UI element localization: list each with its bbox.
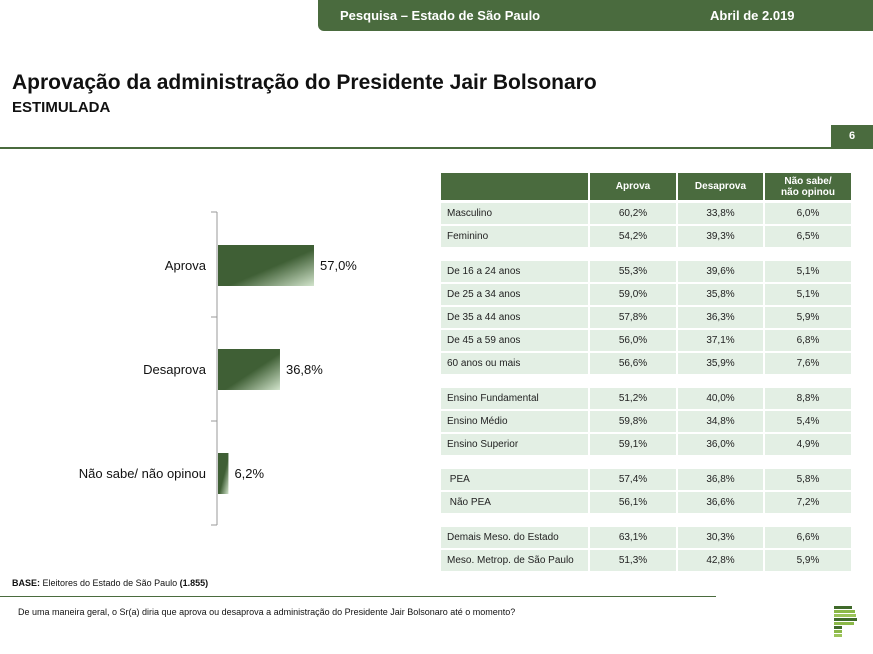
table-cell: 5,9% xyxy=(765,550,851,571)
table-cell: 5,1% xyxy=(765,284,851,305)
data-label: 36,8% xyxy=(286,362,323,377)
page-subtitle: ESTIMULADA xyxy=(12,99,111,116)
data-label: 57,0% xyxy=(320,258,357,273)
page-title: Aprovação da administração do Presidente… xyxy=(12,71,597,94)
column-header: Desaprova xyxy=(678,173,763,200)
table-cell: 6,6% xyxy=(765,527,851,548)
header-bar: Pesquisa – Estado de São Paulo Abril de … xyxy=(318,0,873,31)
approval-chart: Aprova 57,0% Desaprova 36,8% Não sabe/ não o… xyxy=(79,211,357,526)
category-label: Não sabe/ não opinou xyxy=(79,466,206,481)
base-note: BASE: Eleitores do Estado de São Paulo (… xyxy=(12,578,208,588)
table-cell: 30,3% xyxy=(678,527,763,548)
row-label: Ensino Médio xyxy=(441,411,588,432)
table-cell: 37,1% xyxy=(678,330,763,351)
row-label: Ensino Fundamental xyxy=(441,388,588,409)
row-label: Demais Meso. do Estado xyxy=(441,527,588,548)
table-cell: 6,0% xyxy=(765,203,851,224)
table-cell: 7,2% xyxy=(765,492,851,513)
bar xyxy=(218,453,229,494)
row-label: De 45 a 59 anos xyxy=(441,330,588,351)
table-cell: 39,6% xyxy=(678,261,763,282)
table-cell: 59,8% xyxy=(590,411,676,432)
row-label: Meso. Metrop. de São Paulo xyxy=(441,550,588,571)
table-cell: 42,8% xyxy=(678,550,763,571)
survey-label: Pesquisa – Estado de São Paulo xyxy=(340,8,541,23)
table-cell: 5,9% xyxy=(765,307,851,328)
base-label: BASE: xyxy=(12,578,41,588)
base-text: Eleitores do Estado de São Paulo xyxy=(40,578,180,588)
page-number: 6 xyxy=(831,125,873,147)
table-cell: 34,8% xyxy=(678,411,763,432)
table-cell: 36,0% xyxy=(678,434,763,455)
row-label: De 35 a 44 anos xyxy=(441,307,588,328)
table-cell: 5,8% xyxy=(765,469,851,490)
table-cell: 6,8% xyxy=(765,330,851,351)
table-cell: 33,8% xyxy=(678,203,763,224)
table-cell: 6,5% xyxy=(765,226,851,247)
divider xyxy=(0,147,873,149)
table-cell: 56,0% xyxy=(590,330,676,351)
table-cell: 56,6% xyxy=(590,353,676,374)
table-cell: 36,8% xyxy=(678,469,763,490)
table-cell: 40,0% xyxy=(678,388,763,409)
row-label: 60 anos ou mais xyxy=(441,353,588,374)
table-cell: 36,6% xyxy=(678,492,763,513)
table-cell: 39,3% xyxy=(678,226,763,247)
question-text: De uma maneira geral, o Sr(a) diria que … xyxy=(18,607,516,617)
logo-icon xyxy=(834,606,857,638)
divider xyxy=(0,596,716,597)
table-cell: 7,6% xyxy=(765,353,851,374)
table-cell: 5,4% xyxy=(765,411,851,432)
row-label: De 25 a 34 anos xyxy=(441,284,588,305)
row-label: PEA xyxy=(441,469,588,490)
row-label: Masculino xyxy=(441,203,588,224)
table-cell: 57,4% xyxy=(590,469,676,490)
table-cell: 54,2% xyxy=(590,226,676,247)
table-cell: 55,3% xyxy=(590,261,676,282)
table-cell: 57,8% xyxy=(590,307,676,328)
table-cell: 36,3% xyxy=(678,307,763,328)
table-cell: 51,3% xyxy=(590,550,676,571)
table-cell: 60,2% xyxy=(590,203,676,224)
row-label: Feminino xyxy=(441,226,588,247)
row-label: Não PEA xyxy=(441,492,588,513)
row-label: Ensino Superior xyxy=(441,434,588,455)
row-label: De 16 a 24 anos xyxy=(441,261,588,282)
date-label: Abril de 2.019 xyxy=(710,8,795,23)
table-cell: 59,1% xyxy=(590,434,676,455)
column-header xyxy=(441,173,588,200)
table-cell: 63,1% xyxy=(590,527,676,548)
category-label: Desaprova xyxy=(143,362,207,377)
table-cell: 51,2% xyxy=(590,388,676,409)
bar xyxy=(218,349,280,390)
table-cell: 59,0% xyxy=(590,284,676,305)
table-cell: 35,8% xyxy=(678,284,763,305)
bar xyxy=(218,245,314,286)
column-header: Não sabe/ não opinou xyxy=(765,173,851,200)
table-cell: 5,1% xyxy=(765,261,851,282)
table-cell: 56,1% xyxy=(590,492,676,513)
column-header: Aprova xyxy=(590,173,676,200)
category-label: Aprova xyxy=(165,258,207,273)
table-cell: 8,8% xyxy=(765,388,851,409)
data-label: 6,2% xyxy=(234,466,264,481)
base-count: (1.855) xyxy=(179,578,209,588)
table-cell: 4,9% xyxy=(765,434,851,455)
table-cell: 35,9% xyxy=(678,353,763,374)
